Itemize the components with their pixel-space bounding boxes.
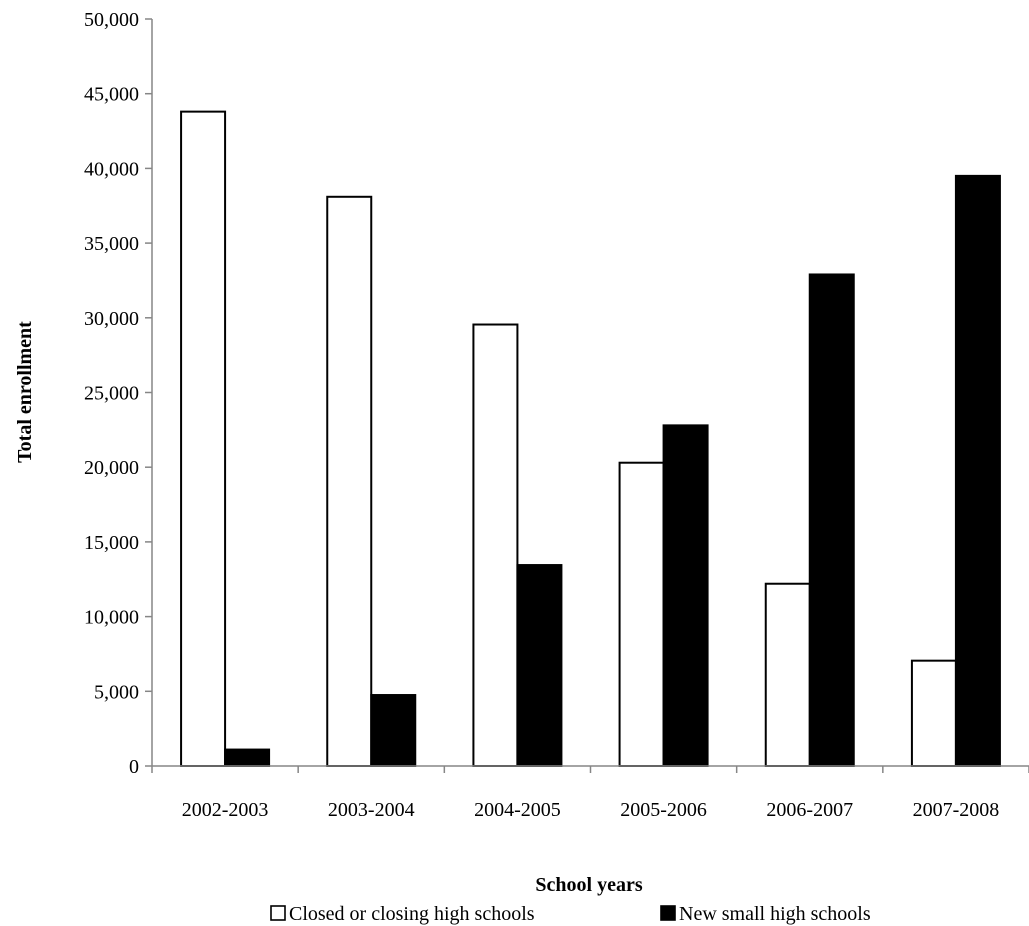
y-tick-label: 5,000 bbox=[94, 681, 139, 703]
bar-new-small-schools bbox=[516, 564, 563, 767]
y-tick-label: 0 bbox=[129, 756, 139, 778]
x-tick-label: 2004-2005 bbox=[474, 799, 561, 821]
y-tick-label: 30,000 bbox=[84, 308, 139, 330]
bar-closed-schools bbox=[618, 461, 665, 767]
bar-new-small-schools bbox=[370, 694, 417, 767]
bar-new-small-schools bbox=[662, 424, 709, 767]
bar-new-small-schools bbox=[954, 174, 1001, 767]
y-tick-label: 50,000 bbox=[84, 9, 139, 31]
y-tick-label: 15,000 bbox=[84, 532, 139, 554]
y-axis-ticks: 0 5,000 10,000 15,000 20,000 25,000 30,000 35,0… bbox=[84, 9, 152, 778]
x-tick-label: 2002-2003 bbox=[182, 799, 269, 821]
x-tick-label: 2007-2008 bbox=[913, 799, 1000, 821]
bar-new-small-schools bbox=[224, 748, 271, 767]
y-tick-label: 40,000 bbox=[84, 158, 139, 180]
legend-swatch-new bbox=[660, 905, 676, 921]
bar-closed-schools bbox=[472, 323, 519, 767]
y-tick-label: 45,000 bbox=[84, 84, 139, 106]
y-tick-label: 35,000 bbox=[84, 233, 139, 255]
x-tick-label: 2006-2007 bbox=[766, 799, 853, 821]
legend-label-new: New small high schools bbox=[679, 903, 871, 925]
bar-closed-schools bbox=[910, 659, 957, 767]
y-tick-label: 20,000 bbox=[84, 457, 139, 479]
y-tick-label: 10,000 bbox=[84, 607, 139, 629]
x-axis-title: School years bbox=[535, 874, 642, 896]
bars bbox=[180, 110, 1001, 768]
bar-closed-schools bbox=[764, 582, 811, 767]
legend-swatch-closed bbox=[270, 905, 286, 921]
y-axis-title: Total enrollment bbox=[14, 321, 36, 463]
bar-closed-schools bbox=[180, 110, 227, 768]
y-tick-label: 25,000 bbox=[84, 383, 139, 405]
x-tick-label: 2003-2004 bbox=[328, 799, 415, 821]
x-axis-ticks: 2002-2003 2003-2004 2004-2005 2005-2006 2006… bbox=[151, 766, 1029, 821]
x-tick-label: 2005-2006 bbox=[620, 799, 707, 821]
legend: Closed or closing high schools New small… bbox=[270, 903, 871, 925]
legend-label-closed: Closed or closing high schools bbox=[289, 903, 535, 925]
bar-new-small-schools bbox=[808, 273, 855, 767]
bar-closed-schools bbox=[326, 195, 373, 767]
